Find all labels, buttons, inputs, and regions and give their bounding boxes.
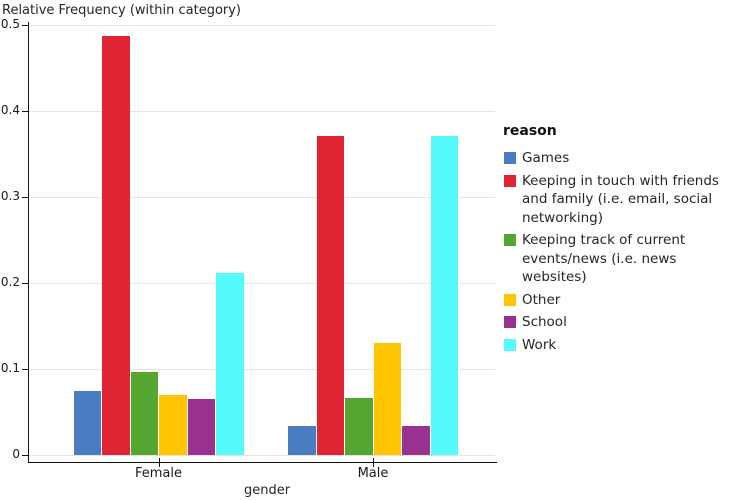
y-gridline xyxy=(28,455,495,456)
y-tick-label: 0 xyxy=(12,447,20,461)
y-axis-tick xyxy=(22,369,28,370)
legend: reason Games Keeping in touch with frien… xyxy=(503,122,743,358)
bar-female-4 xyxy=(159,394,187,455)
legend-swatch-other-icon xyxy=(504,293,516,306)
bar-female-6 xyxy=(216,272,244,455)
y-gridline xyxy=(28,369,495,370)
bar-male-3 xyxy=(345,398,373,455)
legend-swatch-keeping-track-icon xyxy=(504,234,516,246)
x-axis-title: gender xyxy=(243,483,291,498)
y-gridline xyxy=(28,111,495,112)
legend-swatch-keeping-in-touch-icon xyxy=(504,174,516,187)
legend-label: Keeping in touch with friends and family… xyxy=(522,172,719,226)
bar-male-4 xyxy=(373,343,401,455)
legend-title: reason xyxy=(503,123,557,139)
y-axis-tick xyxy=(22,197,28,198)
bar-female-5 xyxy=(187,399,215,455)
legend-swatch-work-icon xyxy=(504,338,516,351)
y-gridline xyxy=(28,25,495,26)
legend-item-other: Other xyxy=(503,291,743,310)
x-axis-line xyxy=(27,461,497,463)
legend-label: Keeping track of current events/news (i.… xyxy=(522,232,686,285)
bar-male-1 xyxy=(288,425,316,455)
legend-label: Games xyxy=(522,150,570,166)
bar-male-2 xyxy=(316,135,344,455)
y-tick-label: 0.2 xyxy=(0,275,20,289)
y-gridline xyxy=(28,283,495,284)
y-tick-label: 0.1 xyxy=(0,361,20,375)
bar-female-1 xyxy=(73,390,101,455)
legend-item-work: Work xyxy=(503,336,743,355)
legend-swatch-games-icon xyxy=(504,152,516,164)
y-axis-tick xyxy=(22,455,28,456)
legend-item-keeping-in-touch: Keeping in touch with friends and family… xyxy=(503,172,743,228)
y-axis-tick xyxy=(22,283,28,284)
y-tick-label: 0.3 xyxy=(0,189,20,203)
legend-label: Other xyxy=(522,291,561,308)
y-axis-line xyxy=(27,22,29,462)
y-axis-tick xyxy=(22,111,28,112)
legend-swatch-school-icon xyxy=(504,316,516,328)
legend-label: School xyxy=(522,314,567,330)
y-tick-label: 0.4 xyxy=(0,103,20,117)
legend-item-keeping-track: Keeping track of current events/news (i.… xyxy=(503,231,743,287)
x-tick-label-male: Male xyxy=(357,466,389,481)
legend-item-games: Games xyxy=(503,149,743,168)
y-gridline xyxy=(28,197,495,198)
chart-title: Relative Frequency (within category) xyxy=(2,3,242,18)
legend-label: Work xyxy=(522,336,557,353)
bar-female-3 xyxy=(130,372,158,455)
bar-male-5 xyxy=(402,425,430,455)
legend-item-school: School xyxy=(503,313,743,332)
bar-female-2 xyxy=(102,36,130,455)
y-axis-tick xyxy=(22,25,28,26)
x-tick-label-female: Female xyxy=(134,466,182,481)
y-tick-label: 0.5 xyxy=(0,17,20,31)
bar-male-6 xyxy=(430,135,458,455)
